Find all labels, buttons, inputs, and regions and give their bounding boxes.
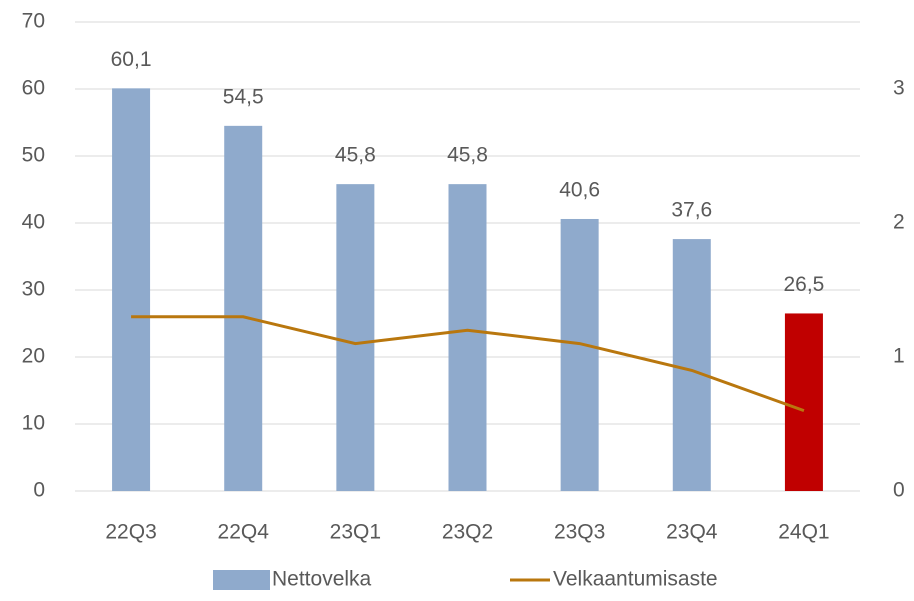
x-tick-label: 23Q3	[554, 521, 605, 544]
legend-label: Nettovelka	[272, 568, 372, 591]
y-tick-label: 60	[22, 77, 45, 100]
bar	[560, 218, 599, 492]
y-tick-label: 10	[22, 412, 45, 435]
y-tick-label: 40	[22, 211, 45, 234]
bar	[448, 184, 487, 491]
line	[131, 315, 805, 413]
data-label: 54,5	[223, 85, 264, 108]
y2-tick-label: 3	[893, 77, 905, 100]
y-tick-label: 20	[22, 345, 45, 368]
x-tick-label: 23Q2	[442, 521, 493, 544]
y2-tick-label: 2	[893, 211, 905, 234]
x-tick-label: 22Q3	[105, 521, 156, 544]
data-label: 40,6	[559, 179, 600, 202]
y-tick-label: 30	[22, 278, 45, 301]
legend-swatch	[213, 570, 270, 590]
y2-tick-label: 1	[893, 345, 905, 368]
bar	[784, 313, 823, 491]
data-label: 45,8	[335, 144, 376, 167]
bar	[112, 88, 151, 491]
bar	[672, 239, 711, 491]
x-tick-label: 23Q4	[666, 521, 718, 544]
legend-label: Velkaantumisaste	[553, 568, 718, 591]
data-label: 60,1	[111, 48, 152, 71]
y-tick-label: 50	[22, 144, 45, 167]
data-label: 45,8	[447, 144, 488, 167]
x-tick-label: 23Q1	[330, 521, 381, 544]
data-label: 37,6	[671, 199, 712, 222]
y2-tick-label: 0	[893, 479, 905, 502]
y-tick-label: 70	[22, 10, 45, 33]
x-tick-label: 22Q4	[218, 521, 270, 544]
y-tick-label: 0	[33, 479, 45, 502]
bar	[224, 125, 263, 491]
x-tick-label: 24Q1	[778, 521, 829, 544]
data-label: 26,5	[783, 273, 824, 296]
bar	[336, 184, 375, 491]
